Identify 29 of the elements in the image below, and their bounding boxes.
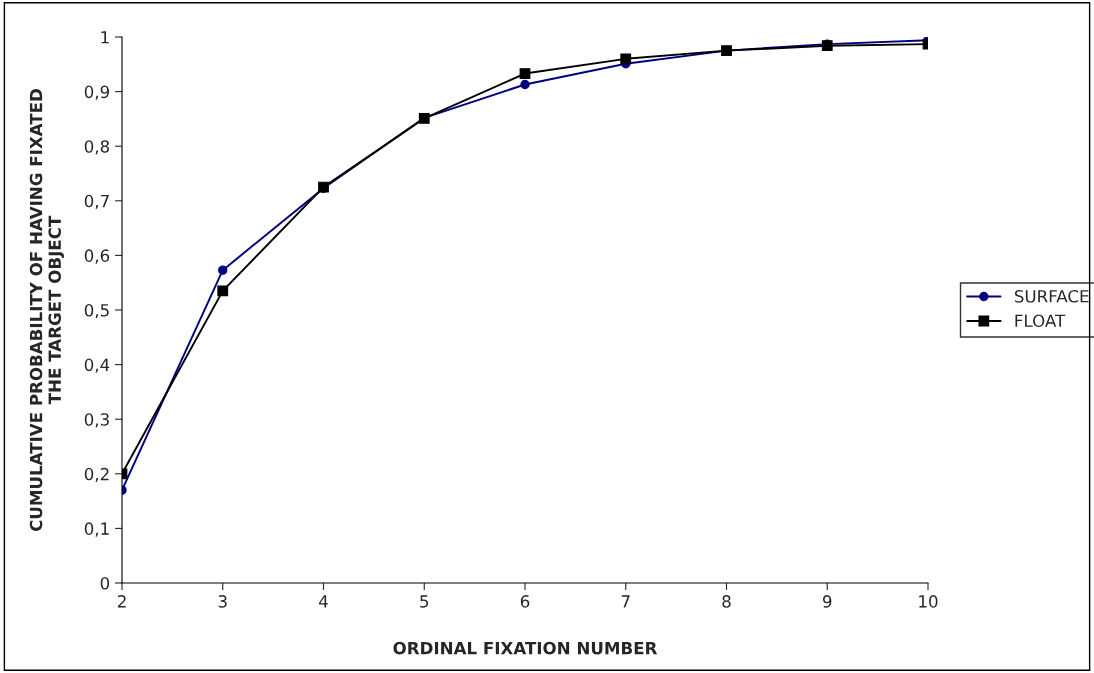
x-tick-label: 7 bbox=[621, 595, 630, 608]
y-tick-label: 0,5 bbox=[84, 303, 109, 319]
y-tick-label: 0,4 bbox=[84, 358, 110, 373]
y-tick-label: 1 bbox=[101, 31, 109, 44]
y-tick-label: 0,8 bbox=[84, 140, 110, 155]
x-tick-label: 6 bbox=[520, 595, 530, 608]
y-tick-label: 0,9 bbox=[84, 85, 110, 100]
x-tick-label: 5 bbox=[420, 595, 429, 608]
x-tick-label: 9 bbox=[823, 595, 832, 608]
legend-label: FLOAT bbox=[1015, 314, 1066, 328]
y-tick-label: 0,2 bbox=[84, 467, 109, 483]
x-tick-label: 10 bbox=[919, 595, 938, 608]
point bbox=[620, 53, 632, 65]
y-tick-label: 0,7 bbox=[84, 194, 109, 210]
x-tick-label: 4 bbox=[319, 595, 328, 608]
y-axis-title: CUMULATIVE PROBABILITY OF HAVING FIXATED THE TARGET OBJECT bbox=[29, 88, 65, 532]
x-tick-label: 2 bbox=[117, 595, 126, 608]
y-tick-label: 0 bbox=[100, 576, 110, 590]
legend-label: SURFACE bbox=[1014, 290, 1089, 303]
point bbox=[217, 285, 229, 297]
point bbox=[218, 265, 228, 275]
x-axis-title: ORDINAL FIXATION NUMBER bbox=[393, 641, 658, 655]
point bbox=[520, 79, 530, 90]
x-tick-label: 8 bbox=[722, 595, 731, 608]
y-tick-label: 0,3 bbox=[84, 413, 109, 428]
y-tick-label: 0,1 bbox=[84, 522, 109, 537]
x-tick-label: 3 bbox=[218, 595, 227, 608]
point bbox=[519, 68, 531, 79]
y-tick-label: 0,6 bbox=[84, 249, 110, 264]
